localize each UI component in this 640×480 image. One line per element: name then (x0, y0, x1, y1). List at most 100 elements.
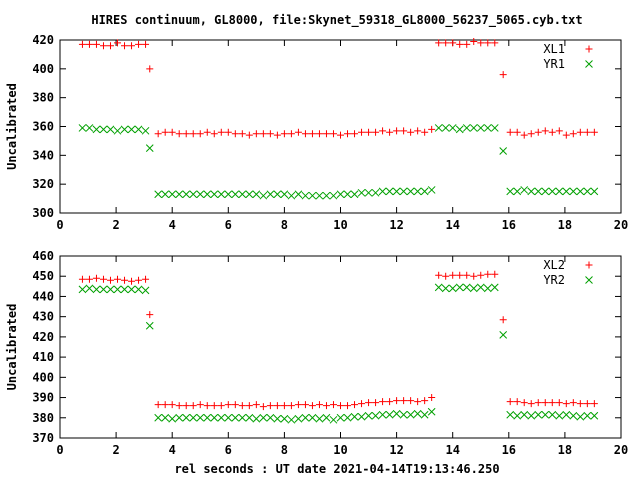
data-point (428, 394, 436, 402)
data-point (315, 401, 323, 409)
data-point (106, 276, 114, 284)
data-point (287, 402, 295, 410)
x-tick-label: 16 (502, 218, 516, 232)
data-point (469, 124, 478, 132)
data-point (78, 285, 87, 294)
data-point (128, 42, 136, 50)
data-point (513, 128, 521, 136)
data-point (114, 39, 122, 47)
y-tick-label: 410 (32, 350, 54, 364)
data-point (434, 124, 443, 132)
series-yr2 (78, 283, 599, 424)
data-point (562, 400, 570, 408)
data-point (371, 188, 380, 197)
data-point (513, 398, 521, 406)
data-point (392, 409, 401, 418)
data-point (470, 272, 478, 280)
data-point (576, 400, 584, 408)
x-tick-label: 14 (445, 443, 459, 457)
data-point (470, 37, 478, 45)
data-point (365, 128, 373, 136)
data-point (407, 128, 415, 136)
data-point (365, 399, 373, 407)
data-point (527, 400, 535, 408)
data-point (99, 285, 108, 294)
data-point (329, 191, 338, 200)
data-point (583, 187, 592, 196)
data-point (555, 187, 564, 196)
data-point (590, 400, 598, 408)
data-point (141, 286, 150, 295)
data-point (378, 187, 387, 196)
data-point (344, 402, 352, 410)
data-point (527, 411, 536, 420)
data-point (259, 191, 268, 200)
plot-frame (59, 255, 622, 439)
data-point (266, 190, 275, 199)
data-point (99, 275, 107, 283)
data-point (182, 402, 190, 410)
data-point (127, 285, 136, 294)
data-point (196, 130, 204, 138)
data-point (301, 413, 310, 422)
data-point (113, 126, 122, 135)
data-point (92, 274, 100, 282)
data-point (441, 284, 450, 293)
data-point (308, 413, 317, 422)
data-point (449, 271, 457, 279)
data-point (224, 190, 233, 199)
data-point (414, 398, 422, 406)
data-point (357, 188, 366, 197)
data-point (372, 128, 380, 136)
y-tick-label: 440 (32, 289, 54, 303)
data-point (231, 401, 239, 409)
data-point (399, 410, 408, 419)
data-point (548, 128, 556, 136)
legend-label: YR2 (543, 273, 565, 287)
data-point (203, 413, 212, 422)
data-point (287, 415, 296, 424)
y-axis-label: Uncalibrated (5, 83, 19, 170)
data-point (456, 40, 464, 48)
data-point (427, 186, 436, 194)
data-point (106, 285, 115, 294)
data-point (555, 127, 563, 135)
data-point (106, 42, 114, 50)
data-point (541, 399, 549, 407)
data-point (477, 271, 485, 279)
y-tick-label: 420 (32, 330, 54, 344)
data-point (135, 40, 143, 48)
data-point (555, 399, 563, 407)
data-point (462, 283, 471, 292)
data-point (428, 125, 436, 133)
data-point (562, 131, 570, 139)
data-point (527, 187, 536, 196)
x-axis-label: rel seconds : UT date 2021-04-14T19:13:4… (174, 462, 499, 476)
data-point (392, 187, 401, 196)
data-point (154, 413, 163, 422)
data-point (231, 413, 240, 422)
data-point (245, 413, 254, 422)
data-point (78, 40, 86, 48)
data-point (315, 414, 324, 423)
y-tick-label: 370 (32, 431, 54, 445)
data-point (175, 402, 183, 410)
data-point (491, 39, 499, 47)
bottom-panel: 0 2 4 6 8 10 12 14 16 18 20 370 380 390 400 410 420 430 44… (5, 249, 628, 457)
data-point (141, 126, 150, 135)
y-axis-label: Uncalibrated (5, 304, 19, 391)
data-point (477, 39, 485, 47)
x-tick-label: 8 (281, 218, 288, 232)
x-tick-label: 20 (614, 443, 628, 457)
data-point (145, 321, 154, 330)
data-point (161, 190, 170, 199)
data-point (393, 397, 401, 405)
data-point (301, 130, 309, 138)
data-point (506, 410, 515, 419)
data-point (203, 402, 211, 410)
data-point (210, 402, 218, 410)
data-point (196, 401, 204, 409)
data-point (534, 410, 543, 419)
data-point (106, 125, 115, 134)
data-point (252, 414, 261, 423)
